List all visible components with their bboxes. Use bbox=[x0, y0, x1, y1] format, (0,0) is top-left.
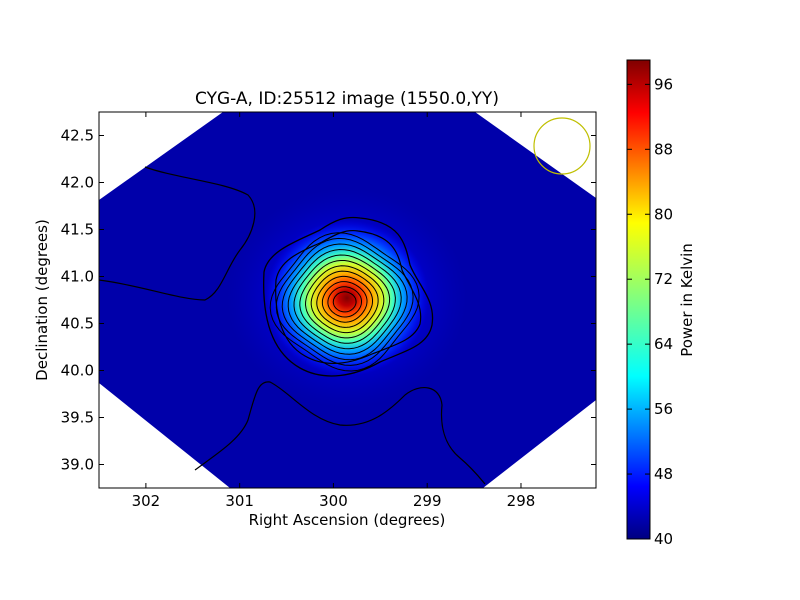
colorbar-tick-label: 56 bbox=[654, 400, 673, 418]
x-tick-label: 298 bbox=[507, 492, 536, 510]
y-tick-label: 42.5 bbox=[61, 127, 94, 145]
colorbar-tick-label: 72 bbox=[654, 270, 673, 288]
contour-line bbox=[269, 232, 420, 372]
contour-line bbox=[263, 216, 434, 377]
x-axis-ticks: 302 301 300 299 298 bbox=[132, 112, 536, 510]
axes-frame bbox=[98, 111, 597, 489]
y-tick-label: 40.0 bbox=[61, 362, 94, 380]
contour-line bbox=[327, 286, 362, 318]
colorbar-tick-label: 64 bbox=[654, 335, 673, 353]
colorbar-tick-label: 40 bbox=[654, 530, 673, 548]
chart-title: CYG-A, ID:25512 image (1550.0,YY) bbox=[195, 89, 499, 109]
y-tick-label: 42.0 bbox=[61, 174, 94, 192]
colorbar-tick-label: 96 bbox=[654, 75, 673, 93]
y-tick-label: 41.5 bbox=[61, 221, 94, 239]
source-emission bbox=[265, 220, 429, 376]
beam-marker bbox=[533, 117, 591, 175]
x-tick-label: 300 bbox=[319, 492, 348, 510]
colorbar-tick-label: 88 bbox=[654, 140, 673, 158]
x-axis-label: Right Ascension (degrees) bbox=[249, 511, 446, 529]
y-axis-ticks: 39.0 39.5 40.0 40.5 41.0 41.5 42.0 42.5 bbox=[61, 127, 596, 474]
x-tick-label: 299 bbox=[413, 492, 442, 510]
contour-line bbox=[287, 248, 402, 355]
contour-line bbox=[332, 291, 357, 313]
x-tick-label: 301 bbox=[225, 492, 254, 510]
contour-line bbox=[321, 281, 368, 323]
y-axis-label: Declination (degrees) bbox=[33, 219, 51, 381]
y-tick-label: 40.5 bbox=[61, 315, 94, 333]
contour-line bbox=[293, 254, 396, 350]
x-tick-label: 302 bbox=[132, 492, 161, 510]
contour-line bbox=[194, 381, 486, 485]
contour-line bbox=[310, 270, 379, 334]
contour-line bbox=[275, 237, 414, 366]
colorbar bbox=[626, 59, 651, 540]
colorbar-label: Power in Kelvin bbox=[678, 243, 696, 357]
contour-line bbox=[281, 243, 408, 361]
colorbar-ticks: 40 48 56 64 72 80 88 96 bbox=[627, 75, 673, 548]
contour-line bbox=[304, 265, 385, 339]
plot-area bbox=[99, 112, 596, 488]
y-tick-label: 39.5 bbox=[61, 409, 94, 427]
colorbar-tick-label: 48 bbox=[654, 465, 673, 483]
contour-line bbox=[299, 260, 391, 344]
contour-line bbox=[316, 275, 373, 328]
contour-line bbox=[99, 166, 256, 301]
y-tick-label: 39.0 bbox=[61, 456, 94, 474]
contour-group bbox=[269, 232, 420, 372]
y-tick-label: 41.0 bbox=[61, 268, 94, 286]
contour-line bbox=[275, 229, 422, 364]
colorbar-tick-label: 80 bbox=[654, 205, 673, 223]
